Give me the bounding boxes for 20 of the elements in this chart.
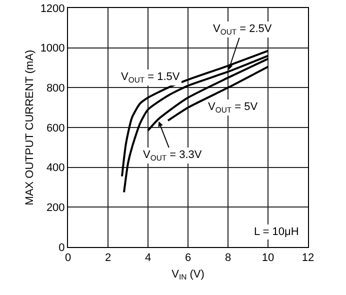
x-axis-title: V$_{IN}$ (V) [172,268,204,282]
y-tick-label: 1000 [40,42,65,55]
series-label: V$_{OUT}$ = 3.3V [143,149,202,162]
series-label: V$_{OUT}$ = 5V [208,101,258,114]
series-label: V$_{OUT}$ = 2.5V [213,23,272,36]
annotation: L = 10μH [254,226,299,238]
y-tick-label: 600 [46,122,65,134]
y-tick-label: 0 [58,242,65,254]
y-axis-title: MAX OUTPUT CURRENT (mA) [24,50,36,206]
y-tick-label: 800 [46,82,65,95]
x-tick-label: 8 [224,252,232,264]
y-tick-label: 200 [46,202,65,214]
x-tick-label: 12 [302,252,314,264]
y-tick-label: 1200 [40,2,65,15]
series-label: V$_{OUT}$ = 1.5V [121,71,180,84]
x-tick-label: 2 [104,252,112,264]
x-tick-label: 4 [144,252,152,264]
x-tick-label: 10 [262,252,274,264]
y-tick-label: 400 [46,162,65,174]
x-tick-label: 6 [184,252,192,264]
